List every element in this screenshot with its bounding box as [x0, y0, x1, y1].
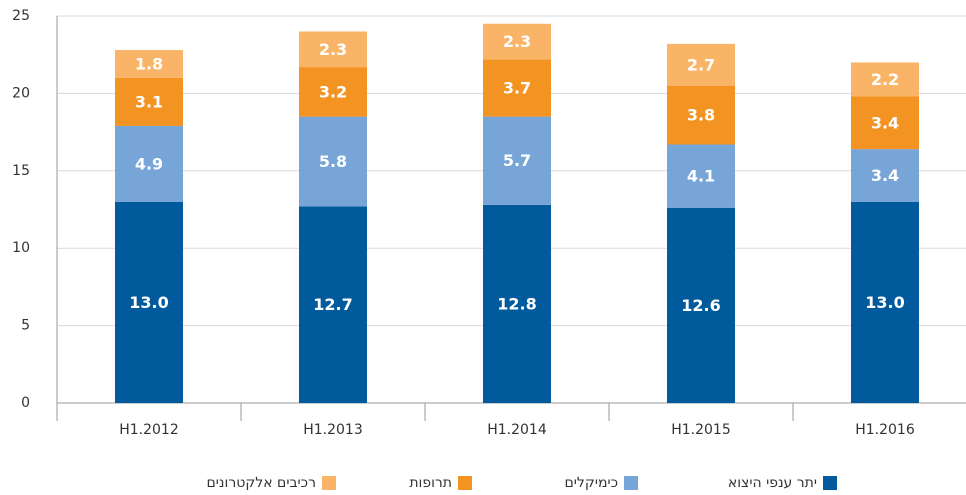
bar-segment [483, 116, 551, 205]
bar-segment [851, 62, 919, 97]
x-tick-label: H1.2015 [671, 422, 731, 438]
bar-segment [115, 50, 183, 78]
bar-segment [851, 96, 919, 150]
bar-segment [667, 144, 735, 208]
data-label: 12.6 [681, 296, 720, 315]
bar-segment [299, 206, 367, 403]
bar-segment [299, 67, 367, 117]
y-tick-label: 25 [12, 8, 30, 24]
data-label: 3.4 [871, 113, 899, 132]
data-label: 13.0 [865, 293, 904, 312]
data-label: 3.1 [135, 92, 163, 111]
data-label: 13.0 [129, 293, 168, 312]
data-label: 12.8 [497, 294, 536, 313]
legend-swatch [823, 476, 837, 490]
legend-label: רכיבים אלקטרונים [207, 475, 316, 491]
bar-segment [115, 77, 183, 126]
y-tick-label: 10 [12, 240, 30, 256]
data-label: 4.1 [687, 167, 715, 186]
data-label: 2.3 [319, 40, 347, 59]
data-label: 5.7 [503, 151, 531, 170]
x-tick-label: H1.2016 [855, 422, 915, 438]
bar-segment [483, 59, 551, 117]
x-tick-label: H1.2014 [487, 422, 547, 438]
x-tick-label: H1.2012 [119, 422, 179, 438]
bar-segment [483, 23, 551, 60]
data-label: 4.9 [135, 154, 163, 173]
data-label: 2.2 [871, 70, 899, 89]
data-label: 3.2 [319, 82, 347, 101]
bar-segment [299, 31, 367, 68]
y-tick-label: 0 [21, 395, 30, 411]
bar-segment [667, 207, 735, 403]
legend-label: תרופות [409, 475, 452, 491]
legend-label: כימיקלים [565, 475, 618, 491]
data-label: 1.8 [135, 54, 163, 73]
bar-segment [851, 149, 919, 202]
bar-segment [851, 201, 919, 403]
legend-label: יתר ענפי היצוא [728, 475, 817, 491]
x-tick-label: H1.2013 [303, 422, 363, 438]
legend-swatch [624, 476, 638, 490]
data-label: 3.7 [503, 78, 531, 97]
data-label: 3.4 [871, 166, 899, 185]
bar-segment [299, 116, 367, 207]
legend-swatch [322, 476, 336, 490]
bar-segment [667, 43, 735, 86]
y-tick-label: 5 [21, 318, 30, 334]
data-label: 3.8 [687, 106, 715, 125]
legend-swatch [458, 476, 472, 490]
data-label: 5.8 [319, 152, 347, 171]
bar-segment [667, 85, 735, 145]
bar-segment [483, 204, 551, 403]
bar-segment [115, 125, 183, 202]
data-label: 12.7 [313, 295, 352, 314]
data-label: 2.7 [687, 55, 715, 74]
y-tick-label: 15 [12, 163, 30, 179]
data-label: 2.3 [503, 32, 531, 51]
y-tick-label: 20 [12, 85, 30, 101]
bar-segment [115, 201, 183, 403]
